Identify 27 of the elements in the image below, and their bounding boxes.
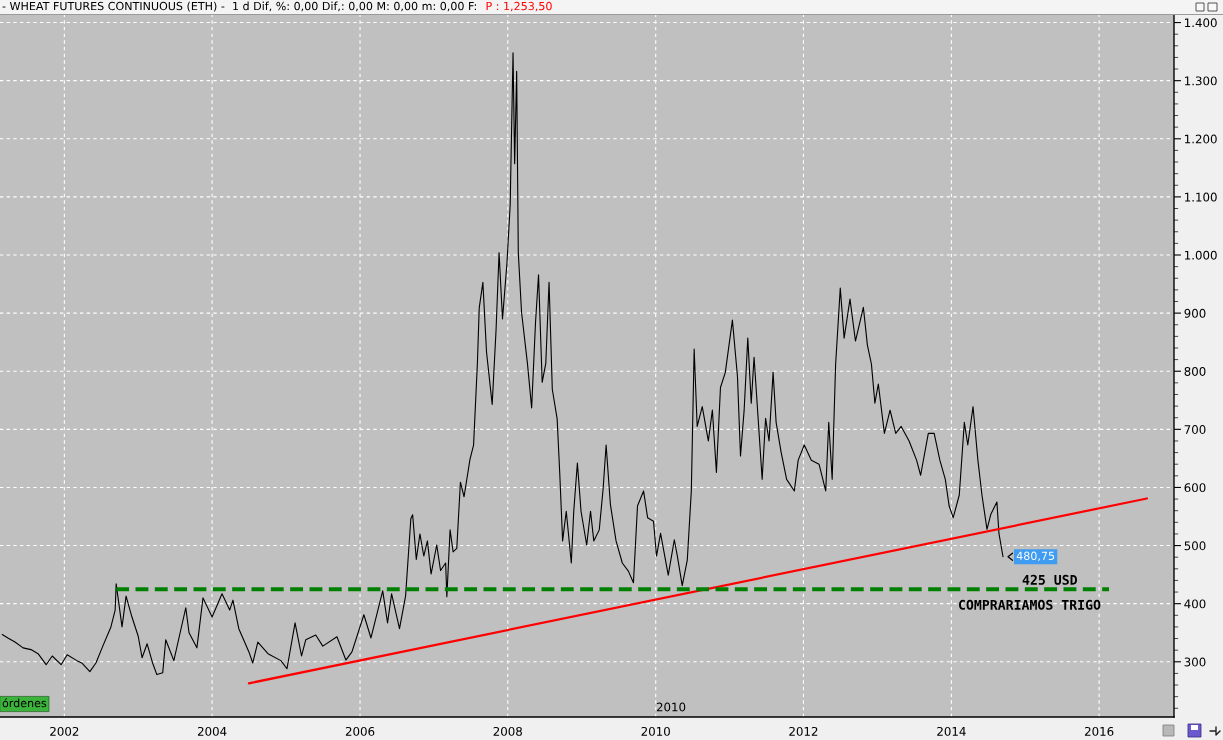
- y-tick-label: 600: [1184, 483, 1206, 493]
- x-tick-label: 2004: [197, 726, 227, 736]
- y-tick-label: 1.100: [1185, 192, 1217, 202]
- annotation: órdenes: [2, 698, 47, 708]
- y-tick-label: 700: [1184, 425, 1206, 434]
- x-tick-label: 2012: [789, 726, 818, 736]
- annotation: 425 USD: [1022, 574, 1078, 585]
- y-tick-label: 1.300: [1185, 76, 1217, 86]
- x-tick-label: 2016: [1084, 726, 1114, 736]
- y-tick-label: 900: [1184, 308, 1206, 318]
- chart-subtitle: P : 1,253,50: [486, 1, 552, 12]
- x-tick-label: 2002: [50, 726, 79, 736]
- y-tick-label: 300: [1184, 657, 1206, 667]
- data-label: 480,75: [1016, 551, 1055, 562]
- x-tick-label: 2010: [641, 726, 670, 736]
- x-tick-label: 2014: [937, 726, 966, 736]
- y-tick-label: 400: [1184, 599, 1206, 609]
- annotation: 2010: [656, 702, 686, 712]
- annotation: COMPRARIAMOS TRIGO: [958, 599, 1101, 610]
- x-tick-label: 2006: [345, 726, 375, 736]
- chart-title: - WHEAT FUTURES CONTINUOUS (ETH) - 1 d Dif, %: 0,00 Dif,: 0,00 M: 0,00 m: 0,00 F:: [2, 1, 476, 12]
- y-tick-label: 1.400: [1185, 18, 1217, 28]
- y-tick-label: 800: [1184, 366, 1206, 376]
- x-tick-label: 2008: [493, 726, 522, 736]
- y-tick-label: 500: [1184, 541, 1206, 551]
- y-tick-label: 1.000: [1185, 250, 1217, 260]
- y-tick-label: 1.200: [1185, 134, 1217, 144]
